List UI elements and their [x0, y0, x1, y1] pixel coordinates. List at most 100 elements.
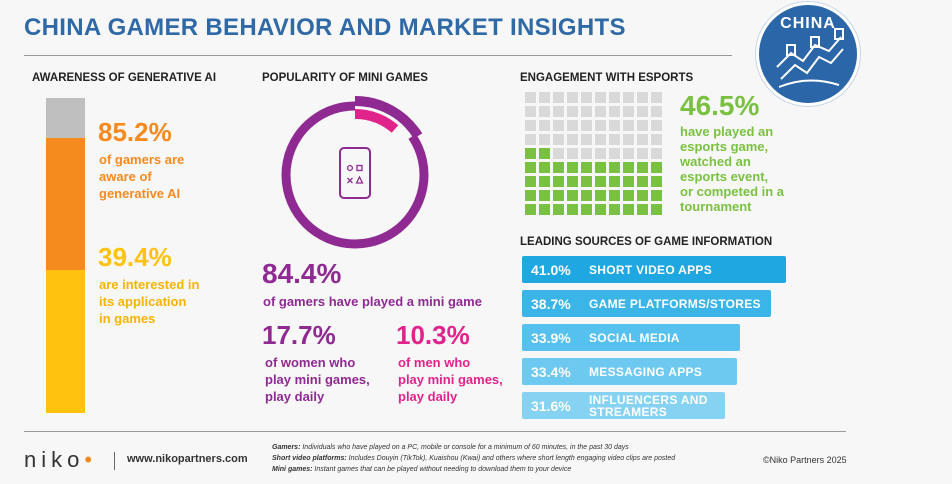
donut-arc-women: [354, 95, 423, 139]
waffle-cell: [595, 134, 606, 145]
waffle-cell: [539, 162, 550, 173]
esports-text: have played an esports game, watched an es…: [680, 124, 785, 214]
ai-interest-pct: 39.4%: [98, 242, 172, 272]
ai-aware-text: of gamers are aware of generative AI: [99, 152, 185, 201]
waffle-cell: [609, 92, 620, 103]
waffle-cell: [623, 106, 634, 117]
waffle-cell: [553, 148, 564, 159]
waffle-cell: [637, 162, 648, 173]
mini-men-text: of men who play mini games, play daily: [398, 355, 503, 404]
waffle-cell: [595, 92, 606, 103]
waffle-cell: [525, 92, 536, 103]
waffle-cell: [539, 106, 550, 117]
waffle-cell: [525, 148, 536, 159]
title-divider: [24, 55, 732, 56]
ai-interest-text: are interested in its application in games: [99, 277, 200, 326]
waffle-cell: [595, 162, 606, 173]
waffle-cell: [567, 120, 578, 131]
waffle-cell: [623, 176, 634, 187]
waffle-cell: [539, 92, 550, 103]
mini-women-text: of women who play mini games, play daily: [265, 355, 370, 404]
waffle-cell: [553, 190, 564, 201]
source-bar: 38.7% GAME PLATFORMS/STORES: [522, 290, 771, 317]
waffle-cell: [553, 204, 564, 215]
waffle-cell: [595, 106, 606, 117]
source-label: SOCIAL MEDIA: [589, 330, 680, 345]
copyright: ©Niko Partners 2025: [763, 455, 847, 465]
ai-bar-remainder: [46, 98, 85, 138]
ai-aware-pct: 85.2%: [98, 117, 172, 147]
badge-label: CHINA: [780, 15, 836, 32]
waffle-cell: [525, 106, 536, 117]
waffle-cell: [525, 162, 536, 173]
source-label: MESSAGING APPS: [589, 364, 703, 379]
waffle-cell: [623, 134, 634, 145]
waffle-cell: [553, 106, 564, 117]
waffle-cell: [609, 120, 620, 131]
mini-played-text: of gamers have played a mini game: [263, 294, 482, 309]
source-label: SHORT VIDEO APPS: [589, 262, 713, 277]
website-link[interactable]: www.nikopartners.com: [127, 453, 248, 465]
source-bar: 33.9% SOCIAL MEDIA: [522, 324, 740, 351]
waffle-cell: [567, 134, 578, 145]
waffle-cell: [595, 176, 606, 187]
ai-bar-interested: [46, 270, 85, 413]
sources-heading: LEADING SOURCES OF GAME INFORMATION: [520, 236, 773, 248]
footnote: Short video platforms: Includes Douyin (…: [272, 455, 676, 462]
waffle-cell: [637, 106, 648, 117]
waffle-cell: [651, 204, 662, 215]
waffle-cell: [567, 148, 578, 159]
waffle-cell: [623, 190, 634, 201]
waffle-cell: [623, 148, 634, 159]
waffle-cell: [539, 134, 550, 145]
source-pct: 38.7%: [531, 295, 571, 312]
waffle-cell: [651, 134, 662, 145]
waffle-cell: [609, 106, 620, 117]
footnote: Gamers: Individuals who have played on a…: [272, 444, 629, 451]
waffle-cell: [539, 120, 550, 131]
waffle-cell: [553, 162, 564, 173]
source-bar: 41.0% SHORT VIDEO APPS: [522, 256, 786, 283]
ai-bar-aware: [46, 138, 85, 270]
donut-arc-men: [354, 109, 399, 133]
waffle-cell: [637, 204, 648, 215]
source-pct: 33.9%: [531, 329, 571, 346]
waffle-cell: [553, 120, 564, 131]
waffle-cell: [609, 134, 620, 145]
waffle-cell: [581, 176, 592, 187]
waffle-cell: [581, 92, 592, 103]
waffle-cell: [581, 190, 592, 201]
footer-divider: [24, 431, 846, 432]
waffle-cell: [623, 92, 634, 103]
waffle-cell: [595, 190, 606, 201]
waffle-cell: [581, 162, 592, 173]
waffle-cell: [637, 148, 648, 159]
waffle-cell: [623, 204, 634, 215]
donut-arc-played: [281, 101, 429, 249]
waffle-cell: [651, 106, 662, 117]
source-pct: 31.6%: [531, 397, 571, 414]
waffle-cell: [651, 190, 662, 201]
source-pct: 41.0%: [531, 261, 571, 278]
waffle-cell: [553, 176, 564, 187]
waffle-cell: [651, 148, 662, 159]
waffle-cell: [525, 204, 536, 215]
waffle-cell: [539, 190, 550, 201]
waffle-cell: [651, 162, 662, 173]
great-wall-icon: [776, 28, 844, 88]
waffle-cell: [609, 162, 620, 173]
waffle-cell: [567, 162, 578, 173]
source-label: INFLUENCERS AND STREAMERS: [589, 392, 708, 419]
waffle-cell: [637, 92, 648, 103]
waffle-cell: [525, 134, 536, 145]
china-badge: CHINA: [756, 2, 860, 106]
waffle-cell: [567, 92, 578, 103]
waffle-cell: [567, 106, 578, 117]
mini-women-pct: 17.7%: [262, 320, 336, 350]
waffle-cell: [539, 148, 550, 159]
waffle-cell: [623, 162, 634, 173]
waffle-cell: [525, 190, 536, 201]
phone-icon: [339, 147, 371, 199]
waffle-cell: [651, 92, 662, 103]
waffle-cell: [595, 148, 606, 159]
